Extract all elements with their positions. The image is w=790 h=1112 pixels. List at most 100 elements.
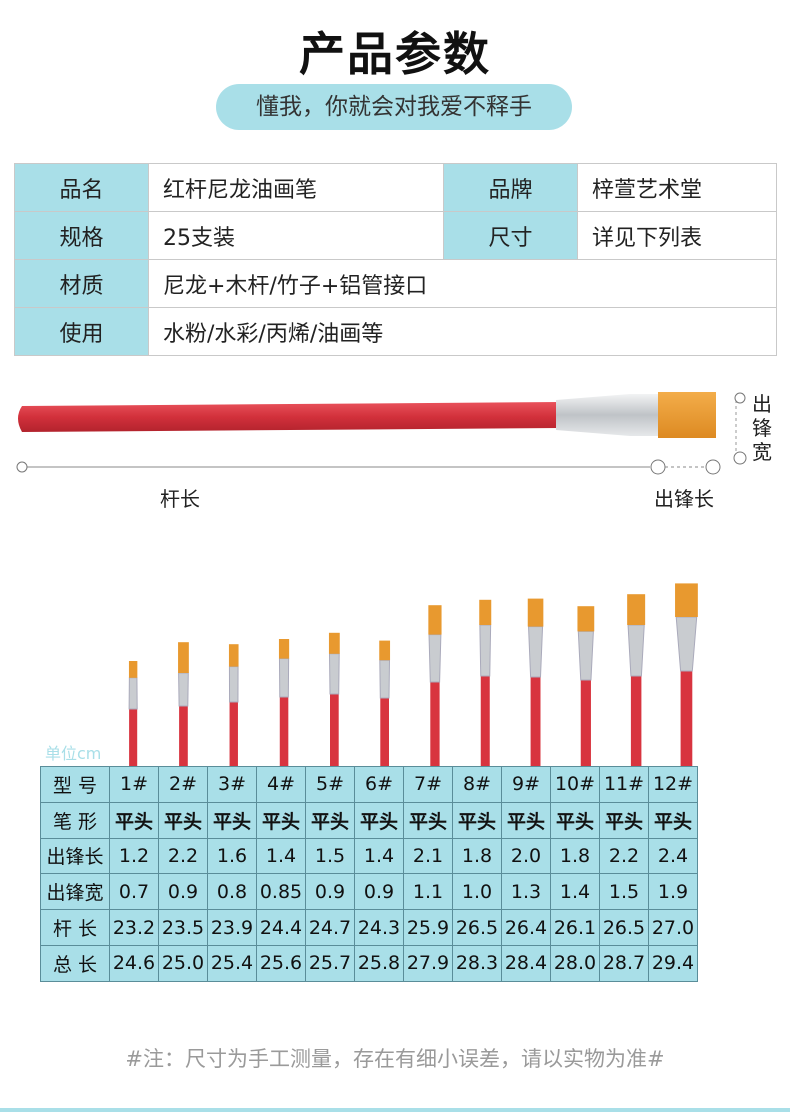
lineup-brush-ferrule	[428, 634, 442, 683]
size-cell: 2.2	[158, 837, 208, 875]
size-cell: 25.8	[354, 944, 404, 982]
spec-value: 详见下列表	[577, 211, 777, 260]
size-cell: 5#	[305, 766, 355, 803]
size-row-label: 总 长	[40, 944, 110, 982]
lineup-brush-bristles	[479, 599, 492, 625]
subtitle-banner: 懂我，你就会对我爱不释手	[216, 84, 572, 130]
spec-row: 材质 尼龙+木杆/竹子+铝管接口	[14, 259, 777, 308]
lineup-brush	[675, 583, 698, 766]
lineup-brush-handle	[580, 680, 591, 766]
size-cell: 28.7	[599, 944, 649, 982]
size-cell: 1.5	[305, 837, 355, 875]
size-cell: 平头	[599, 801, 649, 839]
size-cell: 1.0	[452, 873, 502, 911]
lineup-brush-ferrule	[328, 653, 340, 695]
size-cell: 0.7	[109, 873, 159, 911]
size-cell: 1.3	[501, 873, 551, 911]
spec-row: 品名 红杆尼龙油画笔 品牌 梓萱艺术堂	[14, 163, 777, 212]
lineup-brush-bristles	[178, 642, 189, 673]
lineup-brush-bristles	[328, 632, 340, 654]
lineup-brush-bristles	[278, 639, 290, 659]
size-cell: 1#	[109, 766, 159, 803]
size-cell: 0.8	[207, 873, 257, 911]
size-cell: 2.2	[599, 837, 649, 875]
size-cell: 平头	[158, 801, 208, 839]
size-cell: 3#	[207, 766, 257, 803]
spec-key: 尺寸	[443, 211, 578, 260]
size-cell: 23.5	[158, 909, 208, 946]
size-row-label: 型 号	[40, 766, 110, 803]
size-cell: 0.9	[158, 873, 208, 911]
size-cell: 26.4	[501, 909, 551, 946]
size-cell: 9#	[501, 766, 551, 803]
size-table-row: 总 长 24.6 25.0 25.4 25.6 25.7 25.8 27.9 28.3 28.4 2…	[40, 944, 698, 982]
handle-length-label: 杆长	[160, 487, 200, 511]
size-row-label: 笔 形	[40, 801, 110, 839]
lineup-brush	[577, 606, 595, 766]
lineup-brush-ferrule	[178, 672, 189, 707]
size-cell: 28.3	[452, 944, 502, 982]
size-cell: 1.4	[256, 837, 306, 875]
size-table-row: 笔 形平头 平头 平头 平头 平头 平头 平头 平头 平头 平头 平头 平头	[40, 801, 698, 839]
size-cell: 2.4	[648, 837, 698, 875]
spec-value: 水粉/水彩/丙烯/油画等	[148, 307, 777, 356]
size-cell: 平头	[550, 801, 600, 839]
size-cell: 1.4	[550, 873, 600, 911]
size-cell: 平头	[256, 801, 306, 839]
size-cell: 28.0	[550, 944, 600, 982]
brush-handle	[18, 402, 560, 432]
spec-key: 材质	[14, 259, 149, 308]
lineup-brush-handle	[630, 676, 642, 766]
lineup-brush-ferrule	[675, 616, 698, 672]
spec-value: 红杆尼龙油画笔	[148, 163, 444, 212]
size-cell: 1.1	[403, 873, 453, 911]
lineup-brush-handle	[129, 709, 138, 766]
size-table-row: 出锋长 1.2 2.2 1.6 1.4 1.5 1.4 2.1 1.8 2.0 1.8 2.2 2.4	[40, 837, 698, 875]
lineup-brush-handle	[680, 671, 693, 766]
size-table: 型 号 1# 2# 3# 4# 5# 6# 7# 8# 9# 10# 11# 12# 笔 形平头 平头 平头平…	[40, 766, 698, 982]
size-cell: 1.8	[452, 837, 502, 875]
spec-key: 规格	[14, 211, 149, 260]
spec-key: 品牌	[443, 163, 578, 212]
spec-value: 梓萱艺术堂	[577, 163, 777, 212]
size-cell: 23.2	[109, 909, 159, 946]
size-cell: 平头	[648, 801, 698, 839]
size-table-row: 型 号 1# 2# 3# 4# 5# 6# 7# 8# 9# 10# 11# 12#	[40, 766, 698, 803]
size-cell: 0.85	[256, 873, 306, 911]
size-cell: 25.0	[158, 944, 208, 982]
lineup-brush	[228, 644, 239, 766]
size-cell: 平头	[207, 801, 257, 839]
size-cell: 7#	[403, 766, 453, 803]
size-cell: 25.4	[207, 944, 257, 982]
size-cell: 1.6	[207, 837, 257, 875]
spec-row: 规格 25支装 尺寸 详见下列表	[14, 211, 777, 260]
spec-key: 品名	[14, 163, 149, 212]
size-cell: 11#	[599, 766, 649, 803]
bottom-divider	[0, 1108, 790, 1112]
lineup-brush-ferrule	[479, 624, 492, 677]
lineup-brush-ferrule	[577, 630, 594, 681]
size-cell: 1.4	[354, 837, 404, 875]
spec-key: 使用	[14, 307, 149, 356]
bristle-length-label: 出锋长	[654, 487, 714, 511]
spec-value: 25支装	[148, 211, 444, 260]
spec-value: 尼龙+木杆/竹子+铝管接口	[148, 259, 777, 308]
lineup-brush-handle	[430, 682, 440, 766]
size-cell: 0.9	[305, 873, 355, 911]
lineup-brush	[178, 642, 189, 766]
size-cell: 1.2	[109, 837, 159, 875]
size-cell: 平头	[452, 801, 502, 839]
spec-row: 使用 水粉/水彩/丙烯/油画等	[14, 307, 777, 356]
lineup-brush-handle	[229, 702, 238, 766]
size-cell: 平头	[354, 801, 404, 839]
brush-lineup	[128, 583, 698, 766]
brush-ferrule	[556, 394, 660, 436]
size-cell: 8#	[452, 766, 502, 803]
size-cell: 29.4	[648, 944, 698, 982]
size-cell: 平头	[501, 801, 551, 839]
size-cell: 2.0	[501, 837, 551, 875]
lineup-brush-bristles	[379, 640, 391, 661]
lineup-brush	[128, 661, 138, 766]
lineup-brush	[527, 598, 544, 766]
size-cell: 23.9	[207, 909, 257, 946]
